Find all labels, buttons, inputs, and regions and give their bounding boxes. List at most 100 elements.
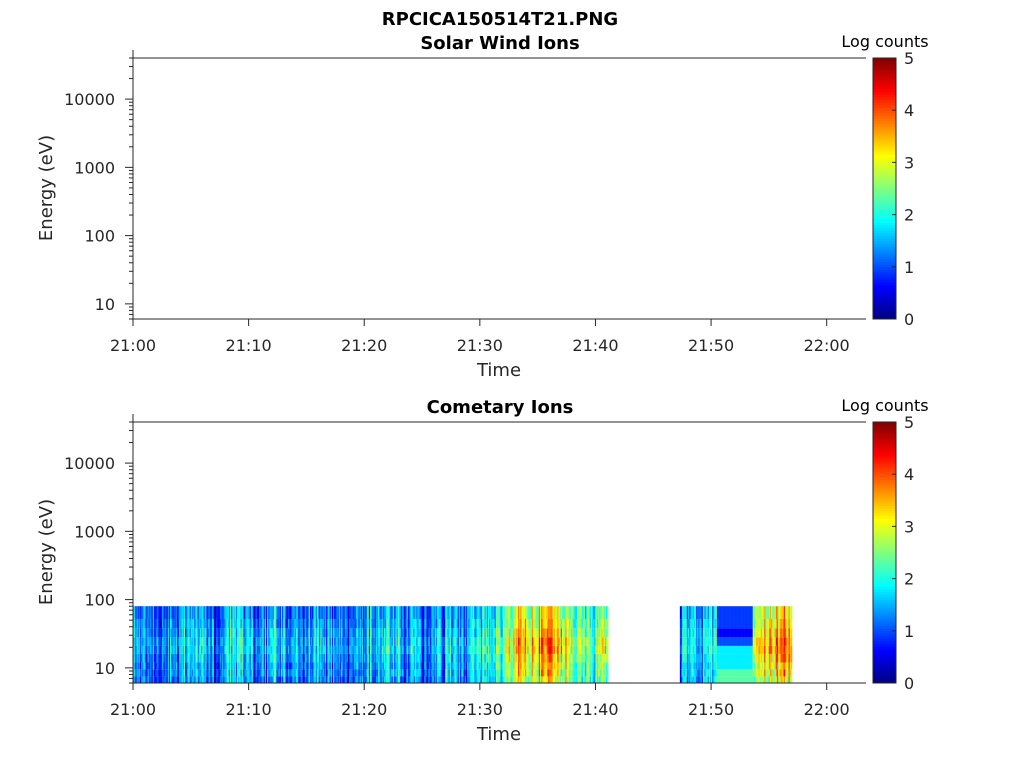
spectrogram-cell — [595, 676, 597, 683]
spectrogram-cell — [249, 637, 252, 646]
spectrogram-cell — [586, 628, 588, 638]
spectrogram-cell — [291, 645, 293, 654]
spectrogram-cell — [278, 662, 281, 670]
axes — [125, 50, 866, 326]
spectrogram-cell — [471, 662, 474, 670]
spectrogram-cell — [774, 645, 777, 654]
spectrogram-cell — [476, 637, 478, 646]
colorbar-segment — [873, 235, 896, 239]
spectrogram-cell — [418, 653, 421, 663]
spectrogram-cell — [707, 653, 710, 663]
spectrogram-cell — [323, 628, 326, 638]
spectrogram-cell — [482, 653, 484, 663]
spectrogram-cell — [516, 645, 519, 654]
spectrogram-cell — [252, 653, 254, 663]
spectrogram-cell — [709, 618, 712, 629]
spectrogram-cell — [434, 628, 437, 638]
spectrogram-cell — [589, 606, 592, 619]
spectrogram-cell — [573, 628, 575, 638]
spectrogram-cell — [389, 653, 392, 663]
colorbar-segment — [873, 448, 896, 452]
spectrogram-cell — [372, 676, 374, 683]
spectrogram-cell — [570, 653, 572, 663]
spectrogram-cell — [342, 676, 344, 683]
spectrogram-cell — [693, 645, 696, 654]
spectrogram-cell — [499, 662, 501, 670]
spectrogram-cell — [563, 606, 565, 619]
spectrogram-cell — [180, 662, 182, 670]
colorbar-segment — [873, 442, 896, 446]
spectrogram-cell — [382, 676, 385, 683]
spectrogram-cell — [361, 669, 364, 677]
colorbar-segment — [873, 667, 896, 671]
spectrogram-cell — [328, 653, 330, 663]
spectrogram-cell — [135, 618, 137, 629]
spectrogram-cell — [520, 669, 522, 677]
spectrogram-cell — [283, 662, 285, 670]
spectrogram-cell — [476, 628, 478, 638]
spectrogram-cell — [349, 628, 351, 638]
spectrogram-cell — [781, 645, 784, 654]
spectrogram-cell — [316, 618, 319, 629]
spectrogram-cell — [298, 618, 300, 629]
spectrogram-cell — [410, 637, 412, 646]
spectrogram-cell — [197, 676, 200, 683]
spectrogram-cell — [691, 645, 693, 654]
spectrogram-cell — [691, 628, 693, 638]
spectrogram-cell — [690, 606, 692, 619]
spectrogram-cell — [571, 676, 573, 683]
spectrogram-cell — [386, 669, 388, 677]
spectrogram-cell — [748, 645, 750, 654]
spectrogram-cell — [689, 662, 691, 670]
spectrogram-cell — [368, 637, 371, 646]
spectrogram-cell — [225, 637, 227, 646]
spectrogram-cell — [316, 628, 319, 638]
spectrogram-cell — [419, 637, 422, 646]
spectrogram-cell — [333, 662, 335, 670]
spectrogram-cell — [164, 618, 166, 629]
spectrogram-cell — [395, 653, 397, 663]
spectrogram-cell — [789, 653, 792, 663]
spectrogram-cell — [543, 662, 545, 670]
spectrogram-cell — [444, 662, 446, 670]
spectrogram-cell — [336, 618, 338, 629]
spectrogram-cell — [552, 676, 555, 683]
spectrogram-cell — [383, 645, 386, 654]
spectrogram-cell — [788, 669, 790, 677]
spectrogram-cell — [730, 653, 733, 663]
spectrogram-cell — [386, 618, 388, 629]
spectrogram-cell — [319, 676, 321, 683]
spectrogram-cell — [306, 628, 308, 638]
spectrogram-cell — [734, 618, 736, 629]
spectrogram-cell — [742, 618, 744, 629]
spectrogram-cell — [351, 618, 353, 629]
spectrogram-cell — [271, 662, 274, 670]
y-tick-label: 1000 — [74, 158, 115, 177]
spectrogram-cell — [551, 628, 553, 638]
spectrogram-cell — [143, 618, 145, 629]
spectrogram-cell — [156, 618, 158, 629]
spectrogram-cell — [231, 653, 233, 663]
spectrogram-cell — [499, 676, 501, 683]
spectrogram-cell — [773, 662, 775, 670]
spectrogram-cell — [697, 618, 699, 629]
spectrogram-cell — [735, 606, 737, 619]
spectrogram-cell — [439, 645, 441, 654]
spectrogram-cell — [566, 618, 569, 629]
spectrogram-cell — [314, 618, 316, 629]
spectrogram-cell — [335, 637, 337, 646]
spectrogram-cell — [289, 662, 291, 670]
spectrogram-cell — [239, 637, 241, 646]
spectrogram-cell — [219, 662, 222, 670]
spectrogram-cell — [279, 669, 282, 677]
spectrogram-cell — [233, 676, 236, 683]
spectrogram-cell — [375, 618, 378, 629]
spectrogram-cell — [759, 676, 762, 683]
spectrogram-cell — [416, 606, 418, 619]
spectrogram-cell — [407, 676, 409, 683]
spectrogram-cell — [498, 662, 500, 670]
spectrogram-cell — [197, 637, 200, 646]
colorbar-tick-label: 4 — [904, 465, 914, 484]
spectrogram-cell — [472, 676, 475, 683]
